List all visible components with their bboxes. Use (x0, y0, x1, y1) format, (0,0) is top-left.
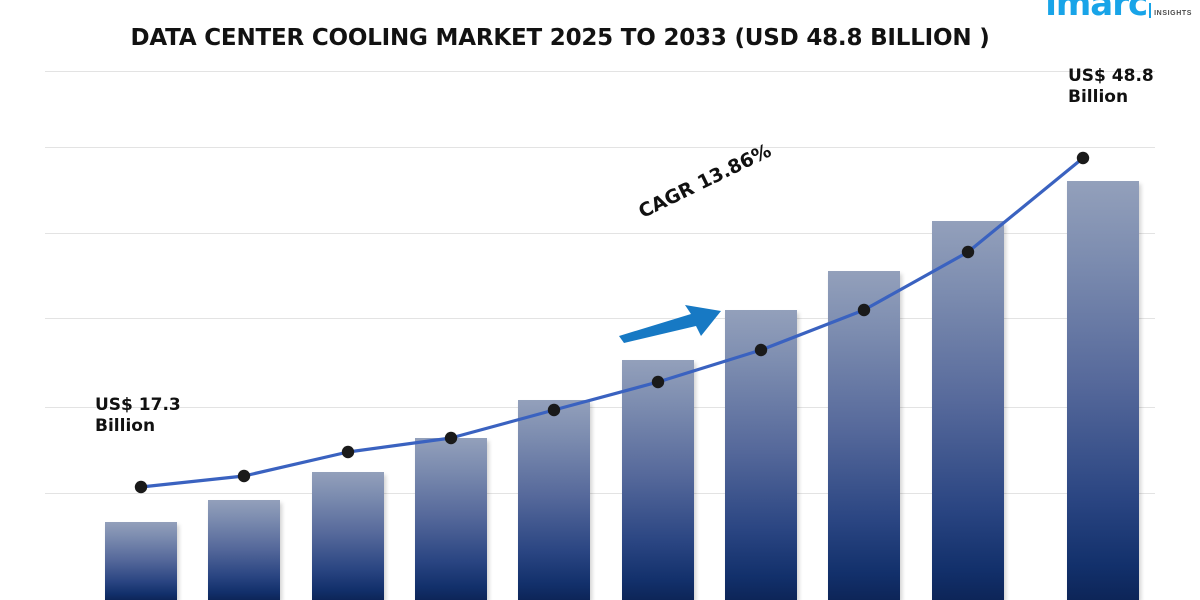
trend-marker (547, 403, 561, 417)
trend-marker (961, 245, 975, 259)
gridline (45, 147, 1155, 148)
bar (932, 221, 1004, 600)
trend-line (139, 156, 1085, 489)
trend-marker (237, 469, 251, 483)
trend-marker (1076, 151, 1090, 165)
gridline (45, 407, 1155, 408)
gridline (45, 233, 1155, 234)
plot-area (45, 60, 1155, 600)
brand-wordmark: imarc (1045, 0, 1148, 21)
trend-markers (134, 151, 1090, 494)
start-value-label: US$ 17.3 Billion (95, 395, 181, 437)
gridline (45, 493, 1155, 494)
trend-line-layer (134, 151, 1090, 494)
brand-divider (1149, 3, 1152, 18)
bar (1067, 181, 1139, 600)
trend-marker (857, 303, 871, 317)
gridline (45, 318, 1155, 319)
trend-marker (134, 480, 148, 494)
brand-subtitle: INSIGHTS (1154, 10, 1192, 17)
bar (105, 522, 177, 600)
trend-marker (651, 375, 665, 389)
trend-marker (754, 343, 768, 357)
cagr-arrow-icon (619, 305, 721, 343)
page-title: DATA CENTER COOLING MARKET 2025 TO 2033 … (130, 25, 990, 51)
imarc-logo: imarc INSIGHTS (1045, 0, 1192, 21)
bar (208, 500, 280, 600)
bar (828, 271, 900, 600)
bar (518, 400, 590, 600)
bar (415, 438, 487, 600)
bar (622, 360, 694, 600)
trend-marker (444, 431, 458, 445)
end-value-label: US$ 48.8 Billion (1068, 66, 1154, 108)
gridline (45, 71, 1155, 72)
bar (312, 472, 384, 600)
trend-marker (341, 445, 355, 459)
